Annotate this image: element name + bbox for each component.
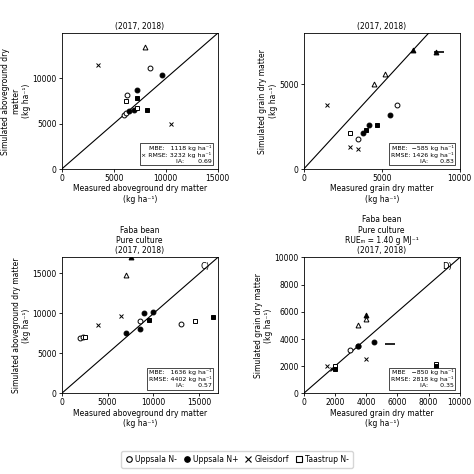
Title: (2017, 2018): (2017, 2018) (115, 22, 164, 31)
Text: MBE   −850 kg ha⁻¹
RMSE: 2818 kg ha⁻¹
IA:      0.35: MBE −850 kg ha⁻¹ RMSE: 2818 kg ha⁻¹ IA: … (391, 369, 454, 388)
X-axis label: Measured aboveground dry matter
(kg ha⁻¹): Measured aboveground dry matter (kg ha⁻¹… (73, 184, 207, 204)
X-axis label: Measured grain dry matter
(kg ha⁻¹): Measured grain dry matter (kg ha⁻¹) (330, 409, 433, 428)
Text: MBE:   1118 kg ha⁻¹
× RMSE: 3232 kg ha⁻¹
IA:       0.69: MBE: 1118 kg ha⁻¹ × RMSE: 3232 kg ha⁻¹ I… (141, 145, 211, 164)
X-axis label: Measured grain dry matter
(kg ha⁻¹): Measured grain dry matter (kg ha⁻¹) (330, 184, 433, 204)
Y-axis label: Simulated grain dry matter
(kg ha⁻¹): Simulated grain dry matter (kg ha⁻¹) (254, 273, 273, 378)
Text: MBE:   1636 kg ha⁻¹
RMSE: 4402 kg ha⁻¹
IA:       0.57: MBE: 1636 kg ha⁻¹ RMSE: 4402 kg ha⁻¹ IA:… (149, 369, 211, 388)
Y-axis label: Simulated aboveground dry matter
(kg ha⁻¹): Simulated aboveground dry matter (kg ha⁻… (12, 258, 31, 393)
Y-axis label: Simulated aboveground dry
matter
(kg ha⁻¹): Simulated aboveground dry matter (kg ha⁻… (1, 48, 31, 155)
X-axis label: Measured aboveground dry matter
(kg ha⁻¹): Measured aboveground dry matter (kg ha⁻¹… (73, 409, 207, 428)
Legend: Uppsala N-, Uppsala N+, Gleisdorf, Taastrup N-: Uppsala N-, Uppsala N+, Gleisdorf, Taast… (121, 451, 353, 468)
Title: Faba bean
Pure culture
RUEₘ = 1.40 g MJ⁻¹
(2017, 2018): Faba bean Pure culture RUEₘ = 1.40 g MJ⁻… (345, 215, 419, 255)
Title: (2017, 2018): (2017, 2018) (357, 22, 406, 31)
Text: MBE:  −585 kg ha⁻¹
RMSE: 1426 kg ha⁻¹
IA:      0.83: MBE: −585 kg ha⁻¹ RMSE: 1426 kg ha⁻¹ IA:… (391, 145, 454, 164)
Text: C): C) (201, 262, 210, 271)
Y-axis label: Simulated grain dry matter
(kg ha⁻¹): Simulated grain dry matter (kg ha⁻¹) (258, 49, 278, 154)
Title: Faba bean
Pure culture
(2017, 2018): Faba bean Pure culture (2017, 2018) (115, 226, 164, 255)
Text: D): D) (442, 262, 452, 271)
